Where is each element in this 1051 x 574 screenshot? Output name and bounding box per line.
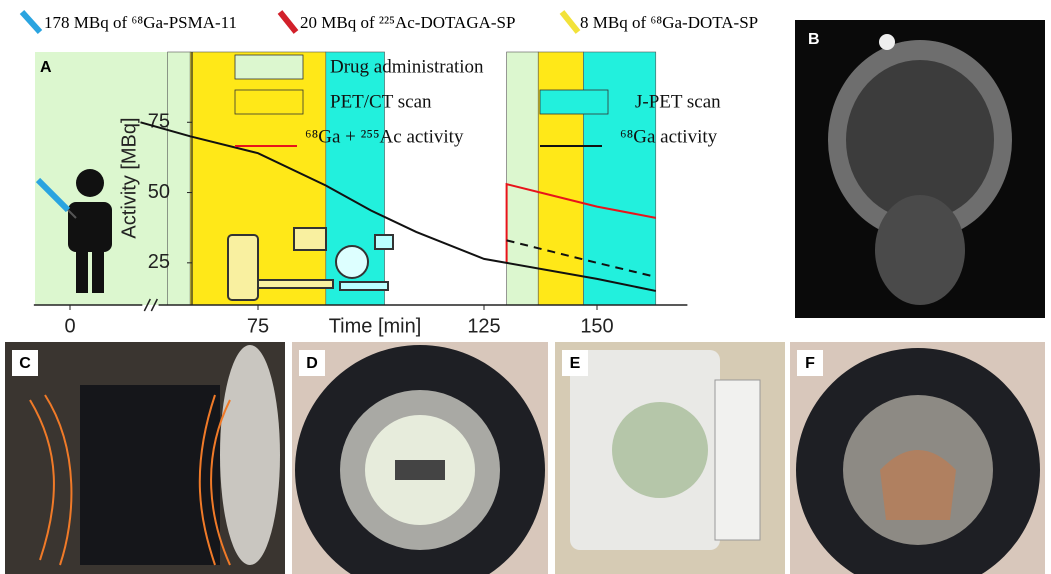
syringe-icon — [277, 10, 299, 34]
x-tick-label: 0 — [64, 315, 75, 337]
x-tick-label: 75 — [247, 315, 269, 337]
injection: 8 MBq of ⁶⁸Ga-DOTA-SP — [580, 13, 758, 32]
injection: 20 MBq of ²²⁵Ac-DOTAGA-SP — [300, 13, 515, 32]
patient-icon — [68, 169, 112, 293]
pet-ct-illustration — [227, 227, 334, 301]
legend-swatch — [539, 89, 609, 115]
panel-label: A — [40, 59, 52, 76]
panel-label: F — [805, 355, 815, 372]
scanner-ring — [220, 345, 280, 565]
label-box — [797, 350, 823, 376]
y-tick-label: 25 — [148, 251, 170, 273]
chart: 0 75 125 150 25 50 75 Time [min] Activity [MBq] D… — [33, 51, 721, 337]
jpet-modules — [80, 385, 220, 565]
legend-label: Drug administration — [330, 56, 484, 77]
bed-stand — [714, 379, 761, 541]
legend-swatch — [234, 54, 304, 80]
cables — [29, 394, 231, 566]
legend-label: PET/CT scan — [330, 91, 432, 112]
legend-label: J-PET scan — [635, 91, 721, 112]
axis-break — [143, 298, 158, 312]
legend-swatch — [234, 89, 304, 115]
bed — [395, 460, 445, 480]
series-line — [505, 182, 656, 263]
y-axis-label: Activity [MBq] — [118, 117, 140, 238]
jpet-illustration — [335, 234, 394, 291]
phantom — [880, 450, 956, 520]
series-line — [140, 121, 656, 292]
label-box — [562, 350, 588, 376]
label-box — [12, 350, 38, 376]
mri-brain — [846, 60, 994, 220]
mri-marker — [879, 34, 895, 50]
panel-label: C — [19, 355, 31, 372]
legend-label: ⁶⁸Ga activity — [620, 126, 718, 147]
band — [167, 51, 191, 306]
syringe-icon — [19, 9, 43, 35]
panel-label: B — [808, 31, 820, 48]
y-tick-label: 75 — [148, 111, 170, 133]
panel-label: D — [306, 355, 318, 372]
label-box — [299, 350, 325, 376]
panel-label: E — [570, 355, 581, 372]
x-axis-label: Time [min] — [329, 315, 422, 337]
x-tick-label: 150 — [580, 315, 613, 337]
mri-neck — [875, 195, 965, 305]
legend-label: ⁶⁸Ga + ²⁵⁵Ac activity — [305, 126, 464, 147]
injection: 178 MBq of ⁶⁸Ga-PSMA-11 — [44, 13, 237, 32]
x-tick-label: 125 — [467, 315, 500, 337]
syringe-icon — [559, 10, 581, 34]
syringe-icon — [35, 177, 77, 219]
y-tick-label: 50 — [148, 181, 170, 203]
bore — [612, 402, 708, 498]
